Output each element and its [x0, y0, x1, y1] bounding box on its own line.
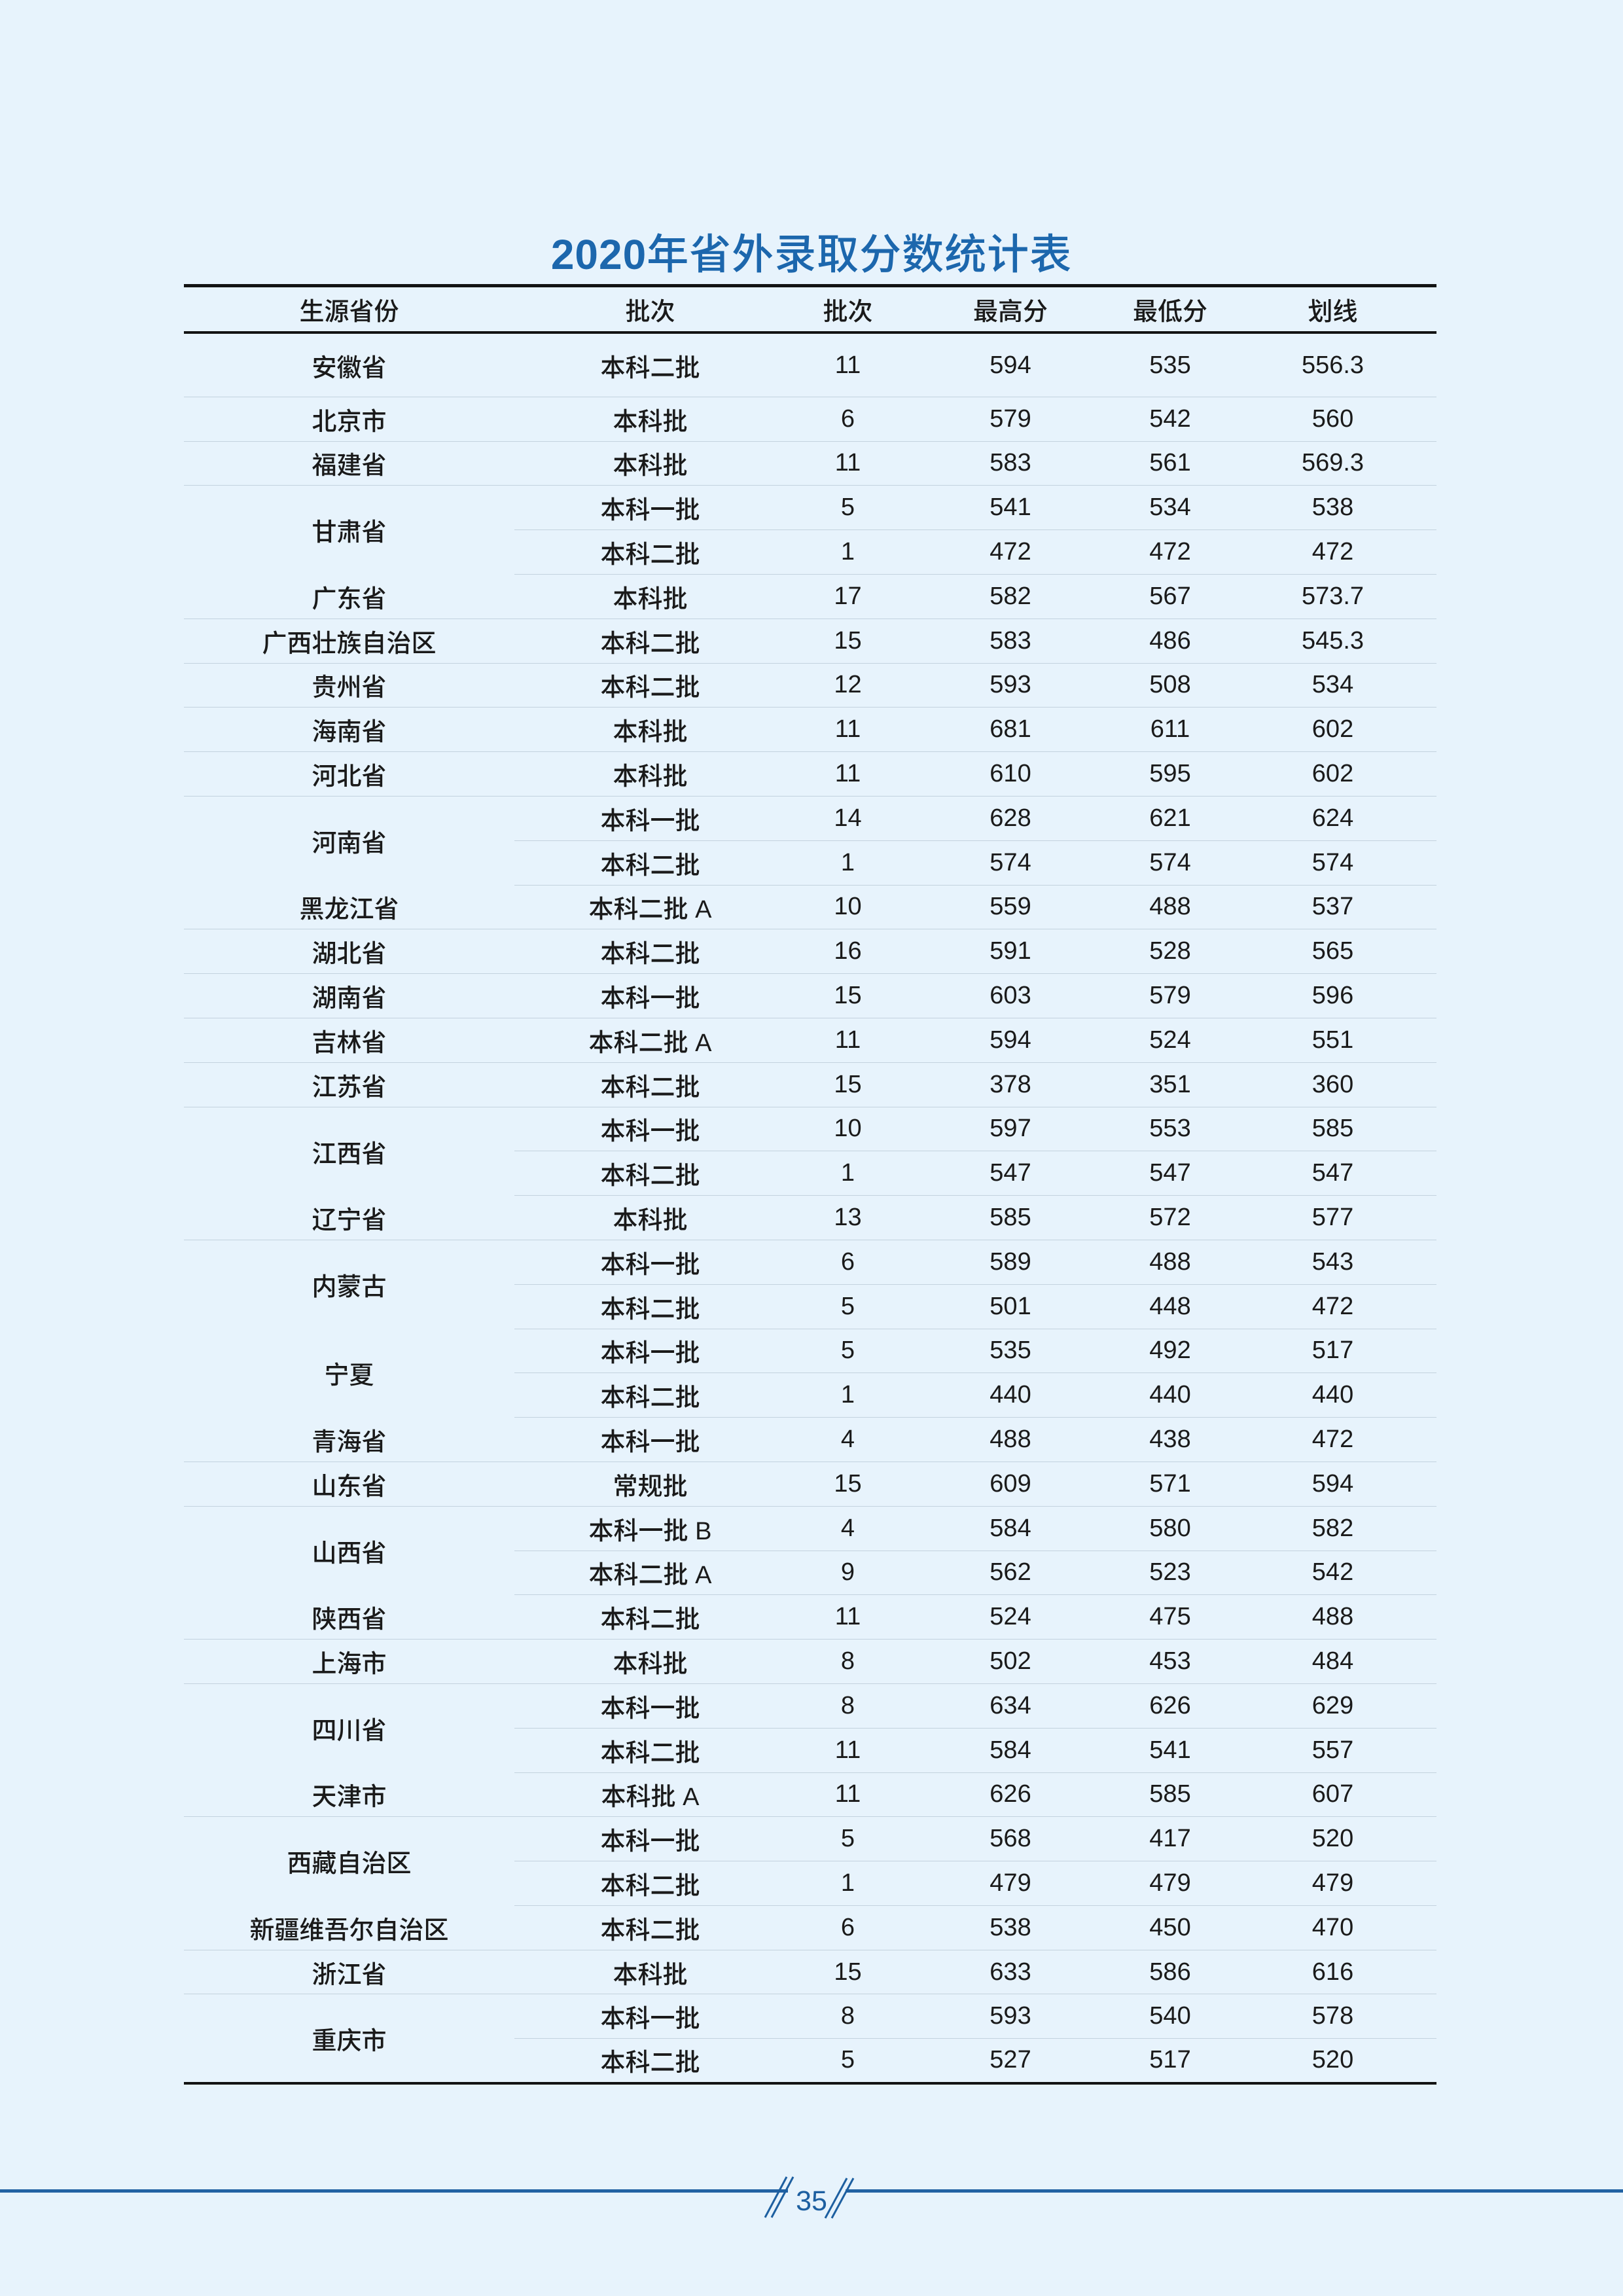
svg-text:35: 35	[796, 2185, 827, 2217]
